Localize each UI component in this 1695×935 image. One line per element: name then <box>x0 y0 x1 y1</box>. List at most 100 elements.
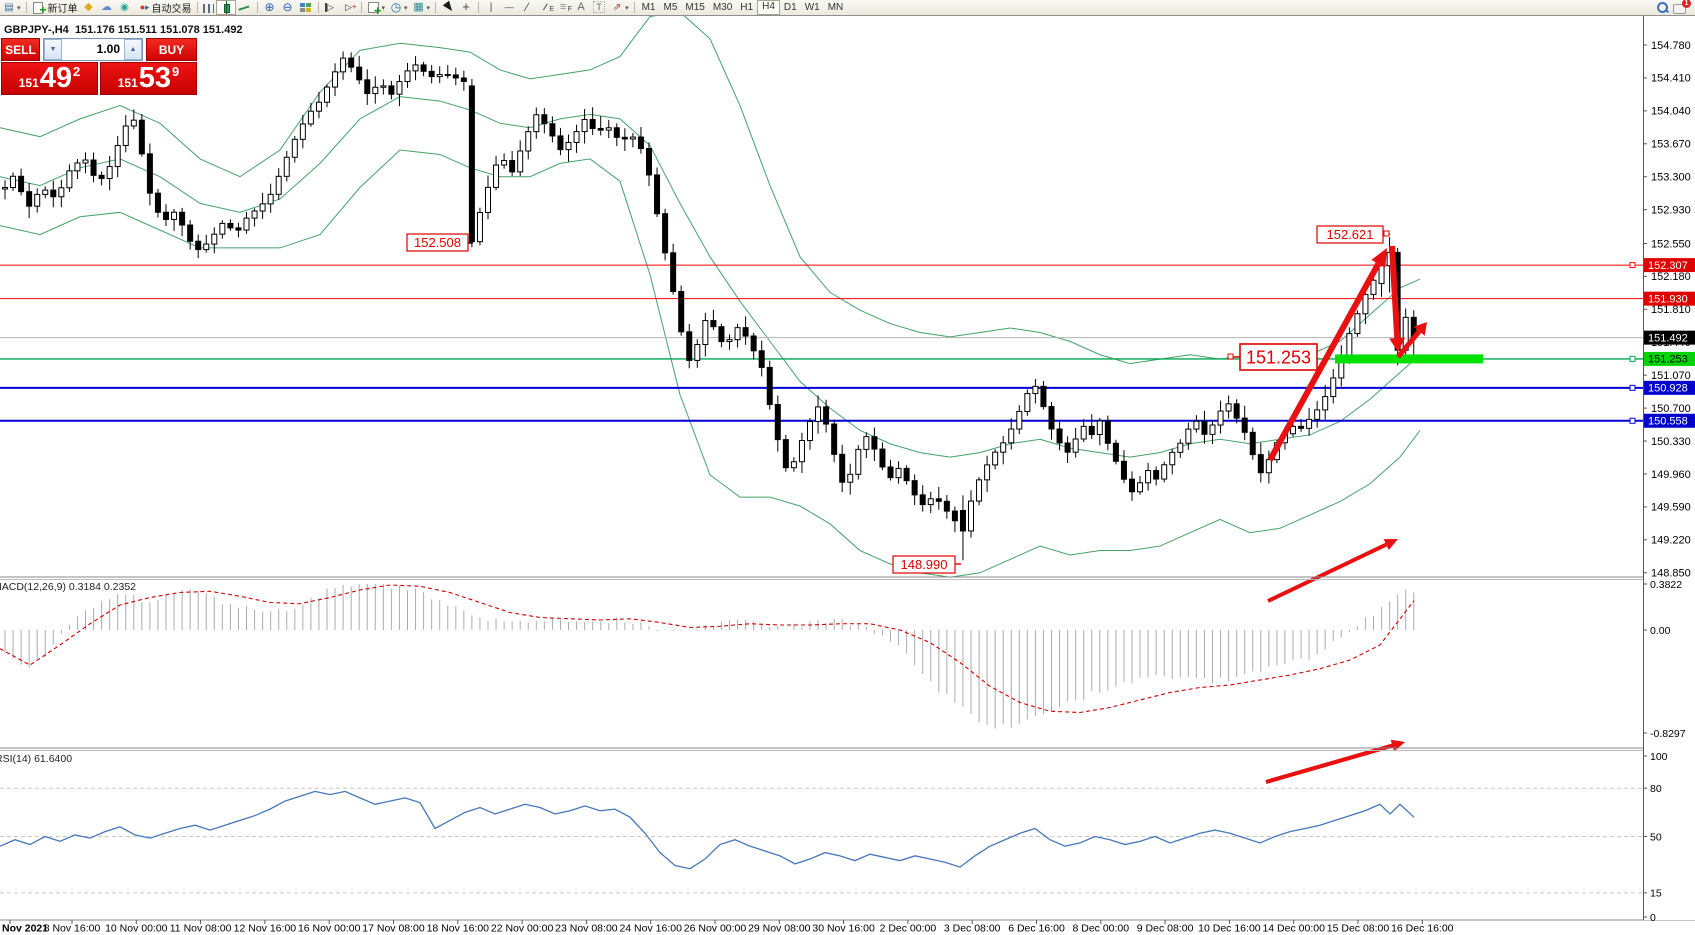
annotation-text: 152.508 <box>414 235 461 250</box>
volume-decrease-button[interactable]: ▼ <box>44 39 62 60</box>
zoom-out-button[interactable] <box>279 1 297 14</box>
trend-arrows[interactable] <box>1265 245 1427 784</box>
buy-button[interactable]: BUY <box>146 38 197 61</box>
timeframe-m30-button[interactable]: M30 <box>712 2 733 13</box>
trend-icon <box>520 1 534 14</box>
clock-icon <box>389 1 403 14</box>
new-order-button[interactable]: 新订单 <box>30 1 80 17</box>
equidistant-channel-button[interactable] <box>536 1 554 16</box>
rsi-panel <box>0 787 1643 894</box>
tile-windows-button[interactable] <box>297 1 315 14</box>
sell-price-button[interactable]: 151 49 2 <box>1 62 98 95</box>
chart-shift-button[interactable] <box>340 0 358 14</box>
price-tick: 149.220 <box>1651 535 1691 547</box>
rsi-tick: 0 <box>1650 912 1656 924</box>
timeframe-w1-button[interactable]: W1 <box>804 2 820 13</box>
periods-button[interactable]: ▾ <box>387 1 410 14</box>
candlestick-chart-button[interactable] <box>215 0 236 15</box>
label-icon <box>592 1 606 14</box>
crosshair-button[interactable] <box>457 1 475 14</box>
annotation-box-151.253[interactable] <box>1239 343 1318 371</box>
trendline-button[interactable] <box>518 1 536 14</box>
horizontal-level-lines[interactable] <box>0 262 1643 424</box>
volume-value[interactable]: 1.00 <box>96 42 120 56</box>
rsi-tick: 100 <box>1650 751 1668 763</box>
pullback-down-arrow-head <box>1389 337 1406 352</box>
dropdown-arrow-icon: ▾ <box>426 4 431 12</box>
timeframe-mn-button[interactable]: MN <box>827 2 844 13</box>
autotrading-button[interactable]: 自动交易 <box>134 1 194 15</box>
line-chart-button[interactable] <box>236 1 254 14</box>
rsi-line <box>0 790 1415 870</box>
chart-menu-button[interactable]: ▾ <box>0 1 23 14</box>
timeframe-m15-button[interactable]: M15 <box>685 2 705 13</box>
time-tick: 24 Nov 16:00 <box>619 923 682 935</box>
timeframe-h1-button[interactable]: H1 <box>740 2 754 13</box>
zoom-in-button[interactable] <box>261 1 279 14</box>
zoomin-icon <box>263 1 277 14</box>
time-tick: 10 Dec 16:00 <box>1198 923 1261 935</box>
sell-button[interactable]: SELL <box>1 38 40 61</box>
autotrade-icon <box>136 1 150 14</box>
svg-text:151.492: 151.492 <box>1648 332 1688 344</box>
timeframe-m1-button[interactable]: M1 <box>641 2 656 13</box>
search-button[interactable] <box>1653 1 1671 14</box>
price-badge-150.928 <box>1644 380 1695 395</box>
text-button[interactable] <box>572 1 590 14</box>
marketwatch-button[interactable] <box>80 1 98 14</box>
templates-button[interactable]: ▾ <box>410 1 433 14</box>
timeframe-h4-button[interactable]: H4 <box>757 0 780 15</box>
volume-increase-button[interactable]: ▲ <box>124 39 142 60</box>
timeframe-d1-button[interactable]: D1 <box>783 2 797 13</box>
cursor-icon <box>441 1 455 14</box>
barchart-icon <box>202 4 214 13</box>
cursor-button[interactable] <box>439 1 457 14</box>
indicators-button[interactable]: ▾ <box>365 1 388 17</box>
gold-icon <box>82 1 96 14</box>
buy-price-button[interactable]: 151 53 9 <box>100 62 197 95</box>
community-button[interactable] <box>98 1 116 14</box>
toolbar-separator <box>435 2 437 13</box>
support-zone-bar[interactable] <box>1335 354 1483 364</box>
price-annotation-labels[interactable]: 152.508 152.621 151.253 148.990 <box>406 225 1390 574</box>
price-badge-150.558 <box>1644 413 1695 428</box>
level-handle <box>1629 384 1636 391</box>
text-label-button[interactable] <box>590 1 608 14</box>
price-tick: 150.330 <box>1651 436 1691 448</box>
annotation-text: 151.253 <box>1246 347 1311 367</box>
arrows-button[interactable]: ▾ <box>608 1 631 14</box>
price-axis[interactable]: 154.780 154.410 154.040 153.670 153.300 152.9… <box>1643 14 1695 924</box>
signals-button[interactable] <box>116 1 134 14</box>
timeframe-m5-button[interactable]: M5 <box>663 2 678 13</box>
fib-icon <box>556 1 572 16</box>
vertical-line-button[interactable] <box>482 1 500 14</box>
time-tick: 9 Dec 08:00 <box>1137 923 1194 935</box>
toolbar-separator <box>360 2 362 13</box>
time-tick: 15 Dec 08:00 <box>1327 923 1390 935</box>
rally-up-arrow <box>1267 262 1381 462</box>
fibonacci-button[interactable] <box>554 1 572 16</box>
time-tick: 12 Nov 16:00 <box>234 923 297 935</box>
buy-price-base: 151 <box>117 76 138 90</box>
bollinger-lower-band <box>0 149 1421 578</box>
auto-scroll-button[interactable] <box>322 1 340 14</box>
rsi-tick: 15 <box>1650 888 1662 900</box>
time-tick: 30 Nov 16:00 <box>812 923 875 935</box>
notifications-button[interactable]: 1 <box>1671 0 1691 14</box>
price-tick: 152.930 <box>1651 204 1691 216</box>
tile-icon <box>299 1 313 14</box>
annotation-text: 152.621 <box>1327 227 1374 242</box>
price-tick: 150.700 <box>1651 403 1691 415</box>
candlestick-series <box>2 51 1417 561</box>
price-tick: 149.590 <box>1651 502 1691 514</box>
time-tick: 26 Nov 00:00 <box>684 923 747 935</box>
svg-text:150.928: 150.928 <box>1648 383 1688 395</box>
bar-chart-button[interactable] <box>201 1 216 14</box>
time-tick: 23 Nov 08:00 <box>555 923 618 935</box>
channel-icon <box>538 1 554 16</box>
svg-text:151.253: 151.253 <box>1648 354 1688 366</box>
horizontal-line-button[interactable] <box>500 1 518 14</box>
